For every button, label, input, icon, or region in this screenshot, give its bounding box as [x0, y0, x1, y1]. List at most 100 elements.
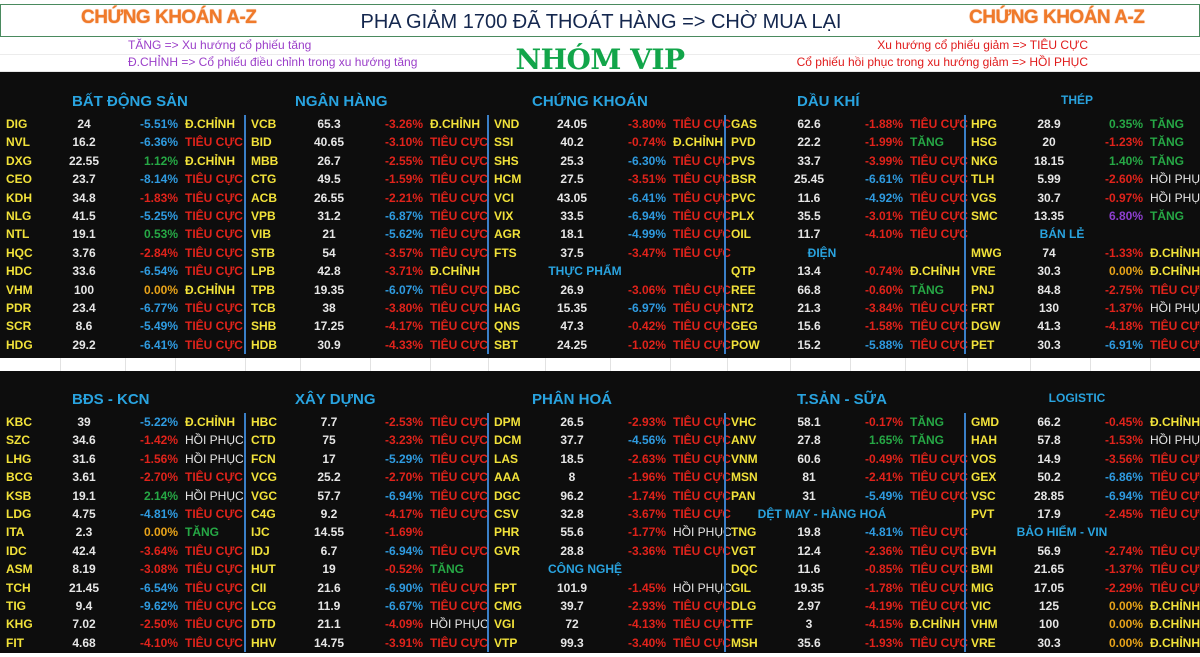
- stock-row[interactable]: NVL 16.2 -6.36% TIÊU CỰC: [2, 133, 243, 151]
- stock-row[interactable]: VTP 99.3 -3.40% TIÊU CỰC: [490, 634, 731, 652]
- stock-row[interactable]: PNJ 84.8 -2.75% TIÊU CỰC: [967, 281, 1200, 299]
- stock-row[interactable]: CII 21.6 -6.90% TIÊU CỰC: [247, 579, 488, 597]
- stock-row[interactable]: VCB 65.3 -3.26% Đ.CHỈNH: [247, 115, 487, 133]
- stock-row[interactable]: VPB 31.2 -6.87% TIÊU CỰC: [247, 207, 488, 225]
- stock-row[interactable]: TNG 19.8 -4.81% TIÊU CỰC: [727, 523, 968, 541]
- stock-row[interactable]: FPT 101.9 -1.45% HỒI PHỤC: [490, 579, 732, 597]
- stock-row[interactable]: TTF 3 -4.15% Đ.CHỈNH: [727, 615, 967, 633]
- stock-row[interactable]: DGW 41.3 -4.18% TIÊU CỰC: [967, 317, 1200, 335]
- stock-row[interactable]: TLH 5.99 -2.60% HỒI PHỤC: [967, 170, 1200, 188]
- stock-row[interactable]: BID 40.65 -3.10% TIÊU CỰC: [247, 133, 488, 151]
- stock-row[interactable]: PVT 17.9 -2.45% TIÊU CỰC: [967, 505, 1200, 523]
- stock-row[interactable]: VGS 30.7 -0.97% HỒI PHỤC: [967, 189, 1200, 207]
- stock-row[interactable]: DIG 24 -5.51% Đ.CHỈNH: [2, 115, 242, 133]
- stock-row[interactable]: SMC 13.35 6.80% TĂNG: [967, 207, 1200, 225]
- stock-row[interactable]: GIL 19.35 -1.78% TIÊU CỰC: [727, 579, 968, 597]
- stock-row[interactable]: TIG 9.4 -9.62% TIÊU CỰC: [2, 597, 243, 615]
- stock-row[interactable]: PLX 35.5 -3.01% TIÊU CỰC: [727, 207, 968, 225]
- stock-row[interactable]: PVD 22.2 -1.99% TĂNG: [727, 133, 967, 151]
- stock-row[interactable]: LHG 31.6 -1.56% HỒI PHỤC: [2, 450, 244, 468]
- stock-row[interactable]: FRT 130 -1.37% HỒI PHỤC: [967, 299, 1200, 317]
- stock-row[interactable]: CTD 75 -3.23% TIÊU CỰC: [247, 431, 488, 449]
- stock-row[interactable]: VGT 12.4 -2.36% TIÊU CỰC: [727, 542, 968, 560]
- stock-row[interactable]: BVH 56.9 -2.74% TIÊU CỰC: [967, 542, 1200, 560]
- stock-row[interactable]: FTS 37.5 -3.47% TIÊU CỰC: [490, 244, 731, 262]
- stock-row[interactable]: BCG 3.61 -2.70% TIÊU CỰC: [2, 468, 243, 486]
- stock-row[interactable]: CTG 49.5 -1.59% TIÊU CỰC: [247, 170, 488, 188]
- stock-row[interactable]: CSV 32.8 -3.67% TIÊU CỰC: [490, 505, 731, 523]
- stock-row[interactable]: IDC 42.4 -3.64% TIÊU CỰC: [2, 542, 243, 560]
- stock-row[interactable]: VOS 14.9 -3.56% TIÊU CỰC: [967, 450, 1200, 468]
- stock-row[interactable]: BMI 21.65 -1.37% TIÊU CỰC: [967, 560, 1200, 578]
- stock-row[interactable]: IDJ 6.7 -6.94% TIÊU CỰC: [247, 542, 488, 560]
- stock-row[interactable]: VHM 100 0.00% Đ.CHỈNH: [967, 615, 1200, 633]
- stock-row[interactable]: NLG 41.5 -5.25% TIÊU CỰC: [2, 207, 243, 225]
- stock-row[interactable]: HPG 28.9 0.35% TĂNG: [967, 115, 1200, 133]
- stock-row[interactable]: SSI 40.2 -0.74% Đ.CHỈNH: [490, 133, 730, 151]
- stock-row[interactable]: FCN 17 -5.29% TIÊU CỰC: [247, 450, 488, 468]
- stock-row[interactable]: MWG 74 -1.33% Đ.CHỈNH: [967, 244, 1200, 262]
- stock-row[interactable]: QNS 47.3 -0.42% TIÊU CỰC: [490, 317, 731, 335]
- stock-row[interactable]: HBC 7.7 -2.53% TIÊU CỰC: [247, 413, 488, 431]
- stock-row[interactable]: MBB 26.7 -2.55% TIÊU CỰC: [247, 152, 488, 170]
- stock-row[interactable]: GEG 15.6 -1.58% TIÊU CỰC: [727, 317, 968, 335]
- stock-row[interactable]: CEO 23.7 -8.14% TIÊU CỰC: [2, 170, 243, 188]
- stock-row[interactable]: ANV 27.8 1.65% TĂNG: [727, 431, 967, 449]
- stock-row[interactable]: DTD 21.1 -4.09% HỒI PHỤC: [247, 615, 489, 633]
- stock-row[interactable]: GVR 28.8 -3.36% TIÊU CỰC: [490, 542, 731, 560]
- stock-row[interactable]: HDC 33.6 -6.54% TIÊU CỰC: [2, 262, 243, 280]
- stock-row[interactable]: GMD 66.2 -0.45% Đ.CHỈNH: [967, 413, 1200, 431]
- stock-row[interactable]: VCI 43.05 -6.41% TIÊU CỰC: [490, 189, 731, 207]
- stock-row[interactable]: DCM 37.7 -4.56% TIÊU CỰC: [490, 431, 731, 449]
- stock-row[interactable]: HUT 19 -0.52% TĂNG: [247, 560, 487, 578]
- stock-row[interactable]: LAS 18.5 -2.63% TIÊU CỰC: [490, 450, 731, 468]
- stock-row[interactable]: GEX 50.2 -6.86% TIÊU CỰC: [967, 468, 1200, 486]
- stock-row[interactable]: MSH 35.6 -1.93% TIÊU CỰC: [727, 634, 968, 652]
- stock-row[interactable]: HDB 30.9 -4.33% TIÊU CỰC: [247, 336, 488, 354]
- stock-row[interactable]: VNM 60.6 -0.49% TIÊU CỰC: [727, 450, 968, 468]
- stock-row[interactable]: STB 54 -3.57% TIÊU CỰC: [247, 244, 488, 262]
- stock-row[interactable]: VGI 72 -4.13% TIÊU CỰC: [490, 615, 731, 633]
- stock-row[interactable]: ASM 8.19 -3.08% TIÊU CỰC: [2, 560, 243, 578]
- stock-row[interactable]: IJC 14.55 -1.69%: [247, 523, 487, 541]
- stock-row[interactable]: REE 66.8 -0.60% TĂNG: [727, 281, 967, 299]
- stock-row[interactable]: LCG 11.9 -6.67% TIÊU CỰC: [247, 597, 488, 615]
- stock-row[interactable]: HDG 29.2 -6.41% TIÊU CỰC: [2, 336, 243, 354]
- stock-row[interactable]: HHV 14.75 -3.91% TIÊU CỰC: [247, 634, 488, 652]
- stock-row[interactable]: ACB 26.55 -2.21% TIÊU CỰC: [247, 189, 488, 207]
- stock-row[interactable]: VHC 58.1 -0.17% TĂNG: [727, 413, 967, 431]
- stock-row[interactable]: HQC 3.76 -2.84% TIÊU CỰC: [2, 244, 243, 262]
- stock-row[interactable]: NKG 18.15 1.40% TĂNG: [967, 152, 1200, 170]
- stock-row[interactable]: KDH 34.8 -1.83% TIÊU CỰC: [2, 189, 243, 207]
- stock-row[interactable]: PVC 11.6 -4.92% TIÊU CỰC: [727, 189, 968, 207]
- stock-row[interactable]: DXG 22.55 1.12% Đ.CHỈNH: [2, 152, 242, 170]
- stock-row[interactable]: TCB 38 -3.80% TIÊU CỰC: [247, 299, 488, 317]
- stock-row[interactable]: DBC 26.9 -3.06% TIÊU CỰC: [490, 281, 731, 299]
- stock-row[interactable]: GAS 62.6 -1.88% TIÊU CỰC: [727, 115, 968, 133]
- stock-row[interactable]: VCG 25.2 -2.70% TIÊU CỰC: [247, 468, 488, 486]
- stock-row[interactable]: DGC 96.2 -1.74% TIÊU CỰC: [490, 487, 731, 505]
- stock-row[interactable]: BSR 25.45 -6.61% TIÊU CỰC: [727, 170, 968, 188]
- stock-row[interactable]: PAN 31 -5.49% TIÊU CỰC: [727, 487, 968, 505]
- stock-row[interactable]: POW 15.2 -5.88% TIÊU CỰC: [727, 336, 968, 354]
- stock-row[interactable]: PHR 55.6 -1.77% HỒI PHỤC: [490, 523, 732, 541]
- stock-row[interactable]: NT2 21.3 -3.84% TIÊU CỰC: [727, 299, 968, 317]
- stock-row[interactable]: VIC 125 0.00% Đ.CHỈNH: [967, 597, 1200, 615]
- stock-row[interactable]: C4G 9.2 -4.17% TIÊU CỰC: [247, 505, 488, 523]
- stock-row[interactable]: VRE 30.3 0.00% Đ.CHỈNH: [967, 262, 1200, 280]
- stock-row[interactable]: DLG 2.97 -4.19% TIÊU CỰC: [727, 597, 968, 615]
- stock-row[interactable]: HCM 27.5 -3.51% TIÊU CỰC: [490, 170, 731, 188]
- stock-row[interactable]: ITA 2.3 0.00% TĂNG: [2, 523, 242, 541]
- stock-row[interactable]: VHM 100 0.00% Đ.CHỈNH: [2, 281, 242, 299]
- stock-row[interactable]: TPB 19.35 -6.07% TIÊU CỰC: [247, 281, 488, 299]
- stock-row[interactable]: NTL 19.1 0.53% TIÊU CỰC: [2, 225, 243, 243]
- stock-row[interactable]: FIT 4.68 -4.10% TIÊU CỰC: [2, 634, 243, 652]
- stock-row[interactable]: OIL 11.7 -4.10% TIÊU CỰC: [727, 225, 968, 243]
- stock-row[interactable]: PDR 23.4 -6.77% TIÊU CỰC: [2, 299, 243, 317]
- stock-row[interactable]: QTP 13.4 -0.74% Đ.CHỈNH: [727, 262, 967, 280]
- stock-row[interactable]: LPB 42.8 -3.71% Đ.CHỈNH: [247, 262, 487, 280]
- stock-row[interactable]: LDG 4.75 -4.81% TIÊU CỰC: [2, 505, 243, 523]
- stock-row[interactable]: MIG 17.05 -2.29% TIÊU CỰC: [967, 579, 1200, 597]
- stock-row[interactable]: DQC 11.6 -0.85% TIÊU CỰC: [727, 560, 968, 578]
- stock-row[interactable]: KBC 39 -5.22% Đ.CHỈNH: [2, 413, 242, 431]
